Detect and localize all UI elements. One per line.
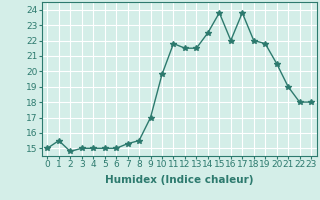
- X-axis label: Humidex (Indice chaleur): Humidex (Indice chaleur): [105, 175, 253, 185]
